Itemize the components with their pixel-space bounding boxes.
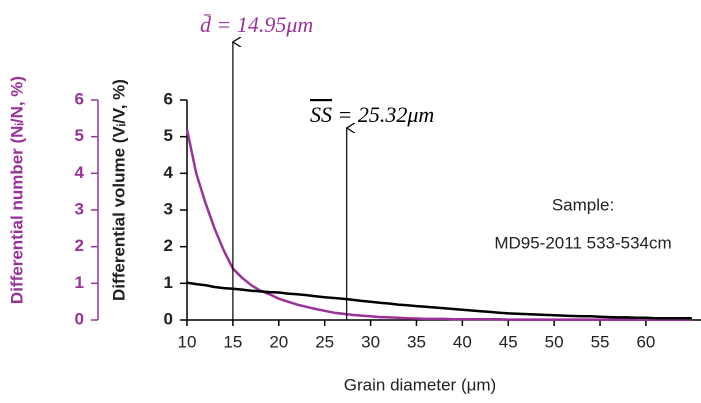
x-tick-label: 60 <box>636 332 655 351</box>
y2-tick-label: 5 <box>75 126 84 145</box>
annotation-value: = 14.95μm <box>211 12 313 37</box>
x-tick-label: 10 <box>178 332 197 351</box>
sample-label: MD95-2011 533-534cm <box>494 233 671 252</box>
x-tick-label: 35 <box>407 332 426 351</box>
y-axis-title: Differential volume (Vᵢ/V, %) <box>109 79 128 301</box>
sample-label: Sample: <box>552 195 614 214</box>
x-tick-label: 45 <box>499 332 518 351</box>
annotation-text: d̄ = 14.95μm <box>200 12 313 37</box>
annotation-symbol: SS <box>310 102 332 127</box>
y-tick-label: 6 <box>164 89 173 108</box>
x-tick-label: 30 <box>361 332 380 351</box>
x-tick-label: 50 <box>545 332 564 351</box>
x-axis-title: Grain diameter (μm) <box>344 375 496 394</box>
annotation-text: SS = 25.32μm <box>310 102 434 127</box>
y2-tick-label: 4 <box>75 163 85 182</box>
y-tick-label: 3 <box>164 199 173 218</box>
data-line <box>185 129 692 321</box>
y-tick-label: 0 <box>164 309 173 328</box>
x-tick-label: 20 <box>269 332 288 351</box>
data-line <box>186 281 692 320</box>
annotation-symbol: d̄ <box>200 12 212 37</box>
y2-tick-label: 3 <box>75 199 84 218</box>
y2-tick-label: 0 <box>75 309 84 328</box>
x-tick-label: 55 <box>591 332 610 351</box>
y2-axis-title: Differential number (Nᵢ/N, %) <box>7 76 26 304</box>
y2-tick-label: 2 <box>75 236 84 255</box>
annotation-value: = 25.32μm <box>332 102 434 127</box>
y-tick-label: 1 <box>164 273 173 292</box>
x-tick-label: 15 <box>223 332 242 351</box>
y-tick-label: 5 <box>164 126 173 145</box>
y-tick-label: 4 <box>164 163 174 182</box>
x-tick-label: 40 <box>453 332 472 351</box>
y2-tick-label: 1 <box>75 273 84 292</box>
x-tick-label: 25 <box>315 332 334 351</box>
y-tick-label: 2 <box>164 236 173 255</box>
y2-tick-label: 6 <box>75 89 84 108</box>
